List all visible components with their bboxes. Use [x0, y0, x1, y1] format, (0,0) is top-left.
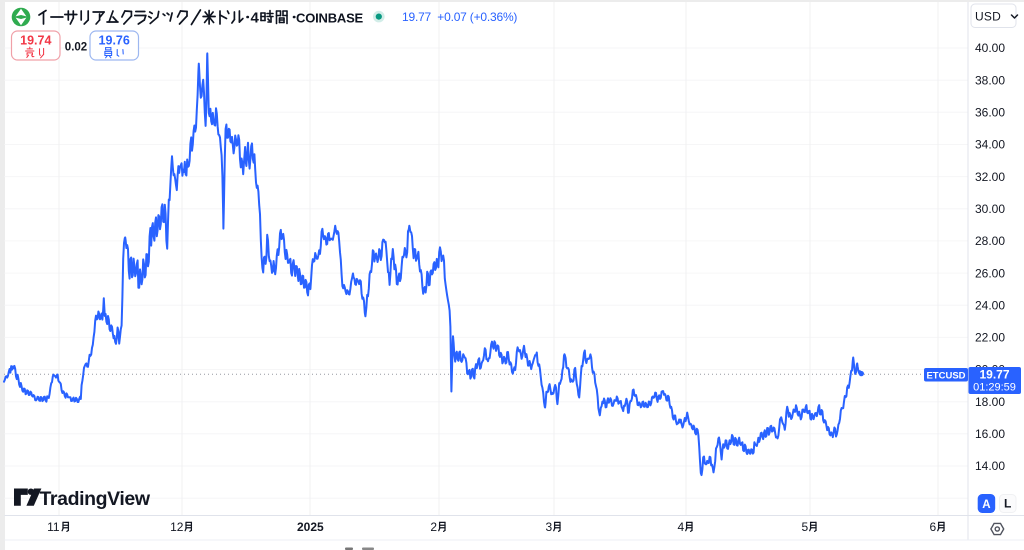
svg-text:19.77: 19.77: [979, 368, 1009, 382]
svg-text:3: 3: [546, 520, 553, 534]
svg-text:38.00: 38.00: [975, 73, 1005, 87]
svg-text:18.00: 18.00: [975, 395, 1005, 409]
svg-text:COINBASE: COINBASE: [296, 10, 364, 25]
svg-text:A: A: [982, 499, 990, 511]
svg-text:0.02: 0.02: [65, 41, 87, 53]
svg-text:19.76: 19.76: [99, 33, 130, 47]
svg-text:TradingView: TradingView: [40, 488, 151, 510]
svg-text:2025: 2025: [297, 520, 324, 534]
svg-text:19.77 +0.07 (+0.36%): 19.77 +0.07 (+0.36%): [402, 10, 517, 24]
svg-text:14.00: 14.00: [975, 459, 1005, 473]
svg-text:34.00: 34.00: [975, 138, 1005, 152]
svg-text:19.74: 19.74: [20, 33, 51, 47]
svg-text:24.00: 24.00: [975, 298, 1005, 312]
svg-text:6: 6: [930, 520, 937, 534]
svg-text:4: 4: [678, 520, 685, 534]
svg-text:30.00: 30.00: [975, 202, 1005, 216]
svg-text:40.00: 40.00: [975, 41, 1005, 55]
svg-text:ETCUSD: ETCUSD: [926, 370, 965, 381]
svg-text:28.00: 28.00: [975, 234, 1005, 248]
svg-text:32.00: 32.00: [975, 170, 1005, 184]
svg-text:4: 4: [251, 10, 260, 27]
svg-text:11: 11: [47, 520, 60, 534]
svg-text:5: 5: [802, 520, 809, 534]
svg-text:USD: USD: [975, 9, 1001, 23]
svg-text:12: 12: [170, 520, 184, 534]
svg-text:22.00: 22.00: [975, 331, 1005, 345]
svg-text:01:29:59: 01:29:59: [973, 382, 1016, 394]
svg-text:16.00: 16.00: [975, 427, 1005, 441]
svg-text:L: L: [1004, 497, 1011, 511]
svg-text:2: 2: [430, 520, 437, 534]
svg-text:26.00: 26.00: [975, 266, 1005, 280]
svg-text:36.00: 36.00: [975, 106, 1005, 120]
